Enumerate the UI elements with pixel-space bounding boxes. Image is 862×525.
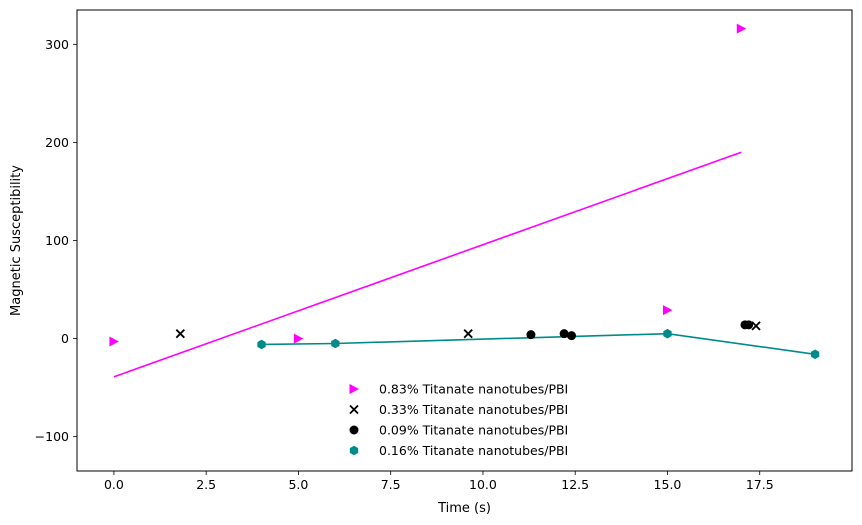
x-axis-ticks: 0.0 2.5 5.0 7.5 10.0 12.5 15.0 17.5 xyxy=(104,471,774,492)
series-0-point xyxy=(109,336,119,347)
y-tick-label: 200 xyxy=(45,135,69,150)
data-points xyxy=(109,23,820,360)
x-tick-label: 2.5 xyxy=(196,477,216,492)
series-0-point xyxy=(662,305,673,316)
x-tick-label: 10.0 xyxy=(469,477,497,492)
plot-area-frame xyxy=(76,9,853,472)
series-1-point xyxy=(175,329,185,339)
series-2-point xyxy=(559,329,569,339)
legend-label-2: 0.09% Titanate nanotubes/PBI xyxy=(379,423,568,438)
series-3-point xyxy=(810,349,820,360)
series-3-point xyxy=(257,339,266,350)
x-tick-label: 0.0 xyxy=(104,477,124,492)
x-tick-label: 5.0 xyxy=(288,477,308,492)
fit-lines xyxy=(113,151,816,378)
y-tick-label: 0 xyxy=(61,331,69,346)
legend-label-0: 0.83% Titanate nanotubes/PBI xyxy=(379,382,568,397)
x-tick-label: 15.0 xyxy=(654,477,682,492)
y-tick-label: 100 xyxy=(45,233,69,248)
series-0-point xyxy=(736,23,747,34)
legend-marker-2 xyxy=(349,425,359,435)
series-2-point xyxy=(526,330,536,340)
legend-label-1: 0.33% Titanate nanotubes/PBI xyxy=(379,402,568,417)
y-axis-label: Magnetic Susceptibility xyxy=(9,165,24,316)
series-0-point xyxy=(293,333,304,344)
y-axis-ticks: −100 0 100 200 300 xyxy=(35,37,77,444)
x-tick-label: 12.5 xyxy=(561,477,589,492)
series-2-point xyxy=(567,331,577,341)
series-0-fit-line xyxy=(113,151,742,378)
x-tick-label: 7.5 xyxy=(381,477,401,492)
x-axis-label: Time (s) xyxy=(437,501,491,516)
y-tick-label: 300 xyxy=(45,37,69,52)
series-2-point xyxy=(744,320,754,330)
series-3-point xyxy=(331,338,340,349)
series-1-point xyxy=(751,321,761,331)
legend: 0.83% Titanate nanotubes/PBI 0.33% Titana… xyxy=(349,382,568,458)
y-tick-label: −100 xyxy=(35,429,69,444)
series-3-line xyxy=(261,332,816,356)
series-1-point xyxy=(463,329,473,339)
series-3-point xyxy=(663,328,672,339)
legend-label-3: 0.16% Titanate nanotubes/PBI xyxy=(379,443,568,458)
legend-marker-3 xyxy=(349,445,359,456)
legend-marker-0 xyxy=(349,384,359,394)
legend-marker-1 xyxy=(349,404,359,415)
x-tick-label: 17.5 xyxy=(746,477,774,492)
